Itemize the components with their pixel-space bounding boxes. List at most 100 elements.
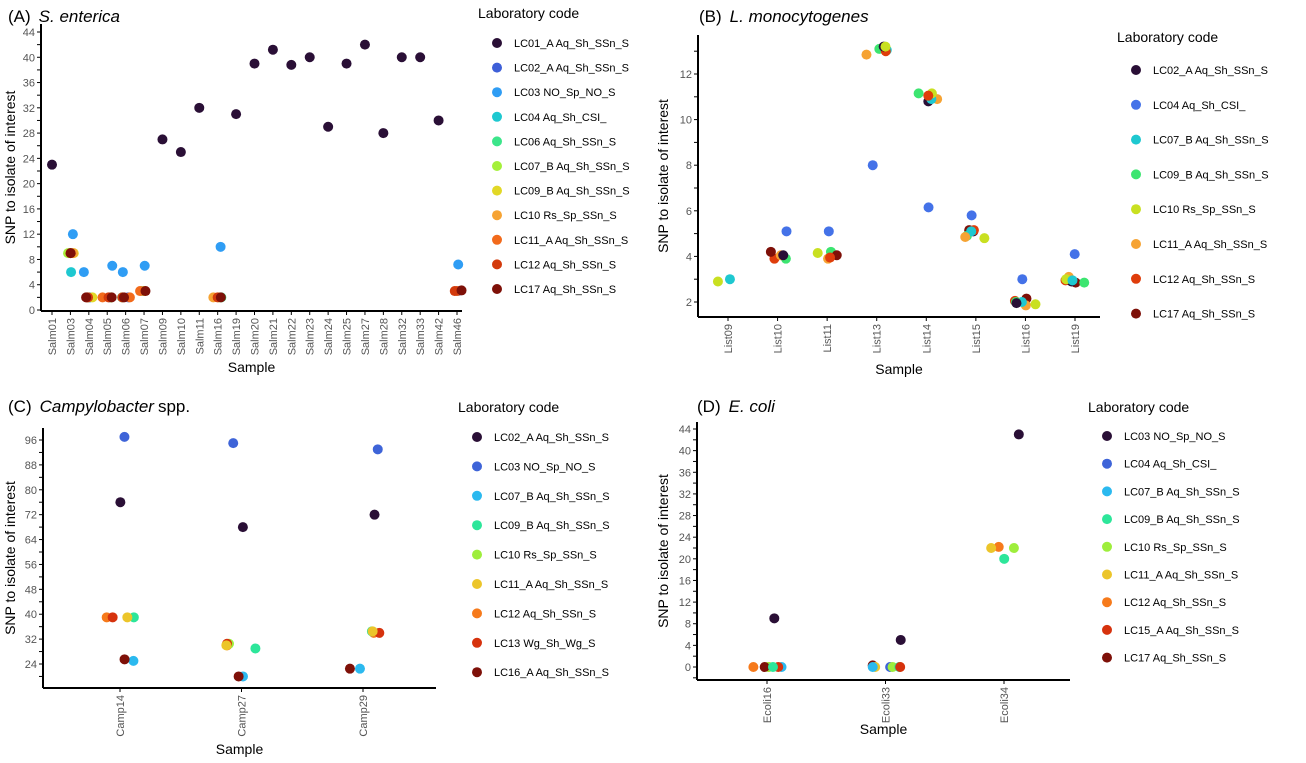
legend-swatch (1131, 134, 1141, 145)
x-tick-label: List09 (723, 324, 735, 353)
data-point (781, 226, 792, 237)
panel-label: (A) (8, 7, 31, 26)
x-tick-label: Salm21 (268, 318, 280, 355)
panel-a: (A) S. enterica 0 4 8 12 16 20 24 28 32 36 40 44 Salm0… (2, 5, 630, 375)
x-tick-label: Salm19 (231, 318, 243, 355)
legend-item-label: LC02_A Aq_Sh_SSn_S (514, 63, 629, 75)
data-point (769, 613, 780, 624)
data-point (106, 292, 117, 303)
y-axis-title: SNP to isolate of interest (2, 481, 18, 635)
data-point (81, 292, 92, 303)
data-point (140, 286, 151, 297)
data-point (341, 58, 352, 69)
legend-swatch (1102, 624, 1112, 635)
data-point (825, 252, 836, 263)
data-point (359, 39, 370, 50)
legend-swatch (492, 161, 502, 171)
data-point (119, 654, 130, 665)
x-tick-label: Salm10 (176, 318, 188, 355)
data-point (960, 232, 971, 243)
panel-label: (C) (8, 397, 32, 416)
data-point (139, 260, 150, 271)
legend-title: Laboratory code (478, 5, 579, 21)
data-point (304, 52, 315, 63)
legend-item-label: LC09_B Aq_Sh_SSn_S (1153, 169, 1269, 181)
y-tick-label: 40 (679, 446, 691, 458)
legend-item-label: LC10 Rs_Sp_SSn_S (514, 210, 617, 222)
legend-item-label: LC03 NO_Sp_NO_S (494, 461, 596, 473)
legend-swatch (492, 38, 502, 48)
legend-item-label: LC11_A Aq_Sh_SSn_S (1124, 570, 1238, 582)
y-tick-label: 24 (25, 659, 37, 671)
y-tick-label: 36 (679, 467, 691, 479)
data-point (895, 662, 906, 672)
legend-swatch (1131, 308, 1141, 319)
data-point (1011, 298, 1022, 309)
data-point (47, 159, 57, 170)
y-tick-label: 44 (679, 424, 691, 436)
legend-item-label: LC11_A Aq_Sh_SSn_S (1153, 239, 1267, 251)
panel-species: Campylobacter (40, 397, 156, 416)
data-point (237, 522, 248, 533)
x-tick-label: Salm09 (157, 318, 169, 355)
data-point (999, 553, 1010, 564)
y-tick-label: 72 (25, 510, 37, 522)
data-point (231, 109, 242, 120)
y-tick-label: 0 (29, 305, 35, 317)
data-point (344, 663, 355, 674)
legend-item-label: LC02_A Aq_Sh_SSn_S (494, 432, 609, 444)
x-tick-label: Salm20 (250, 318, 262, 355)
y-tick-label: 8 (686, 160, 692, 172)
x-tick-label: Salm01 (47, 318, 59, 355)
legend-item-label: LC17 Aq_Sh_SSn_S (1124, 653, 1226, 665)
legend-swatch (1131, 65, 1141, 75)
legend-swatch (1131, 239, 1141, 249)
legend-item-label: LC12 Aq_Sh_SSn_S (1124, 597, 1226, 609)
x-tick-label: Ecoli33 (881, 687, 893, 723)
legend-swatch (472, 490, 482, 501)
legend-swatch (492, 210, 502, 221)
data-point (378, 128, 389, 139)
y-tick-label: 40 (23, 52, 35, 64)
x-tick-label: Salm23 (305, 318, 317, 355)
data-point (923, 202, 934, 213)
y-axis-title: SNP to isolate of interest (655, 474, 671, 628)
legend-item-label: LC10 Rs_Sp_SSn_S (1153, 204, 1256, 216)
x-tick-label: Salm24 (323, 318, 335, 355)
y-tick-label: 8 (29, 254, 35, 266)
x-tick-label: Salm05 (102, 318, 114, 355)
legend-swatch (492, 87, 502, 98)
y-tick-label: 4 (29, 280, 35, 292)
legend-item-label: LC04 Aq_Sh_CSI_ (1153, 100, 1246, 112)
data-point (128, 655, 139, 666)
data-point (712, 276, 723, 287)
data-point (157, 134, 168, 145)
data-point (1008, 543, 1019, 553)
data-point (759, 662, 770, 672)
x-tick-label: Salm07 (139, 318, 151, 355)
x-axis-title: Sample (216, 741, 264, 757)
data-point (765, 246, 776, 257)
data-point (194, 102, 205, 113)
x-tick-label: List10 (773, 324, 785, 353)
data-point (1079, 277, 1090, 288)
y-tick-label: 56 (25, 559, 37, 571)
data-point (1013, 429, 1024, 440)
legend-swatch (1131, 169, 1141, 180)
data-point (748, 662, 759, 672)
legend-item-label: LC09_B Aq_Sh_SSn_S (494, 520, 610, 532)
legend-item-label: LC16_A Aq_Sh_SSn_S (494, 667, 609, 679)
panel-c: (C) Campylobacter spp. 24 32 40 48 56 64 72 80 88 96… (2, 397, 610, 757)
y-tick-label: 12 (679, 597, 691, 609)
x-axis-title: Sample (228, 359, 276, 375)
y-tick-label: 20 (23, 179, 35, 191)
x-tick-label: List15 (971, 324, 983, 353)
panel-title: (D) E. coli (697, 397, 776, 416)
y-tick-label: 8 (685, 619, 691, 631)
x-tick-label: Ecoli34 (999, 687, 1011, 723)
y-tick-label: 40 (25, 609, 37, 621)
data-point (767, 662, 778, 672)
y-axis-title: SNP to isolate of interest (2, 90, 18, 244)
data-point (861, 49, 872, 60)
y-tick-label: 24 (23, 153, 35, 165)
